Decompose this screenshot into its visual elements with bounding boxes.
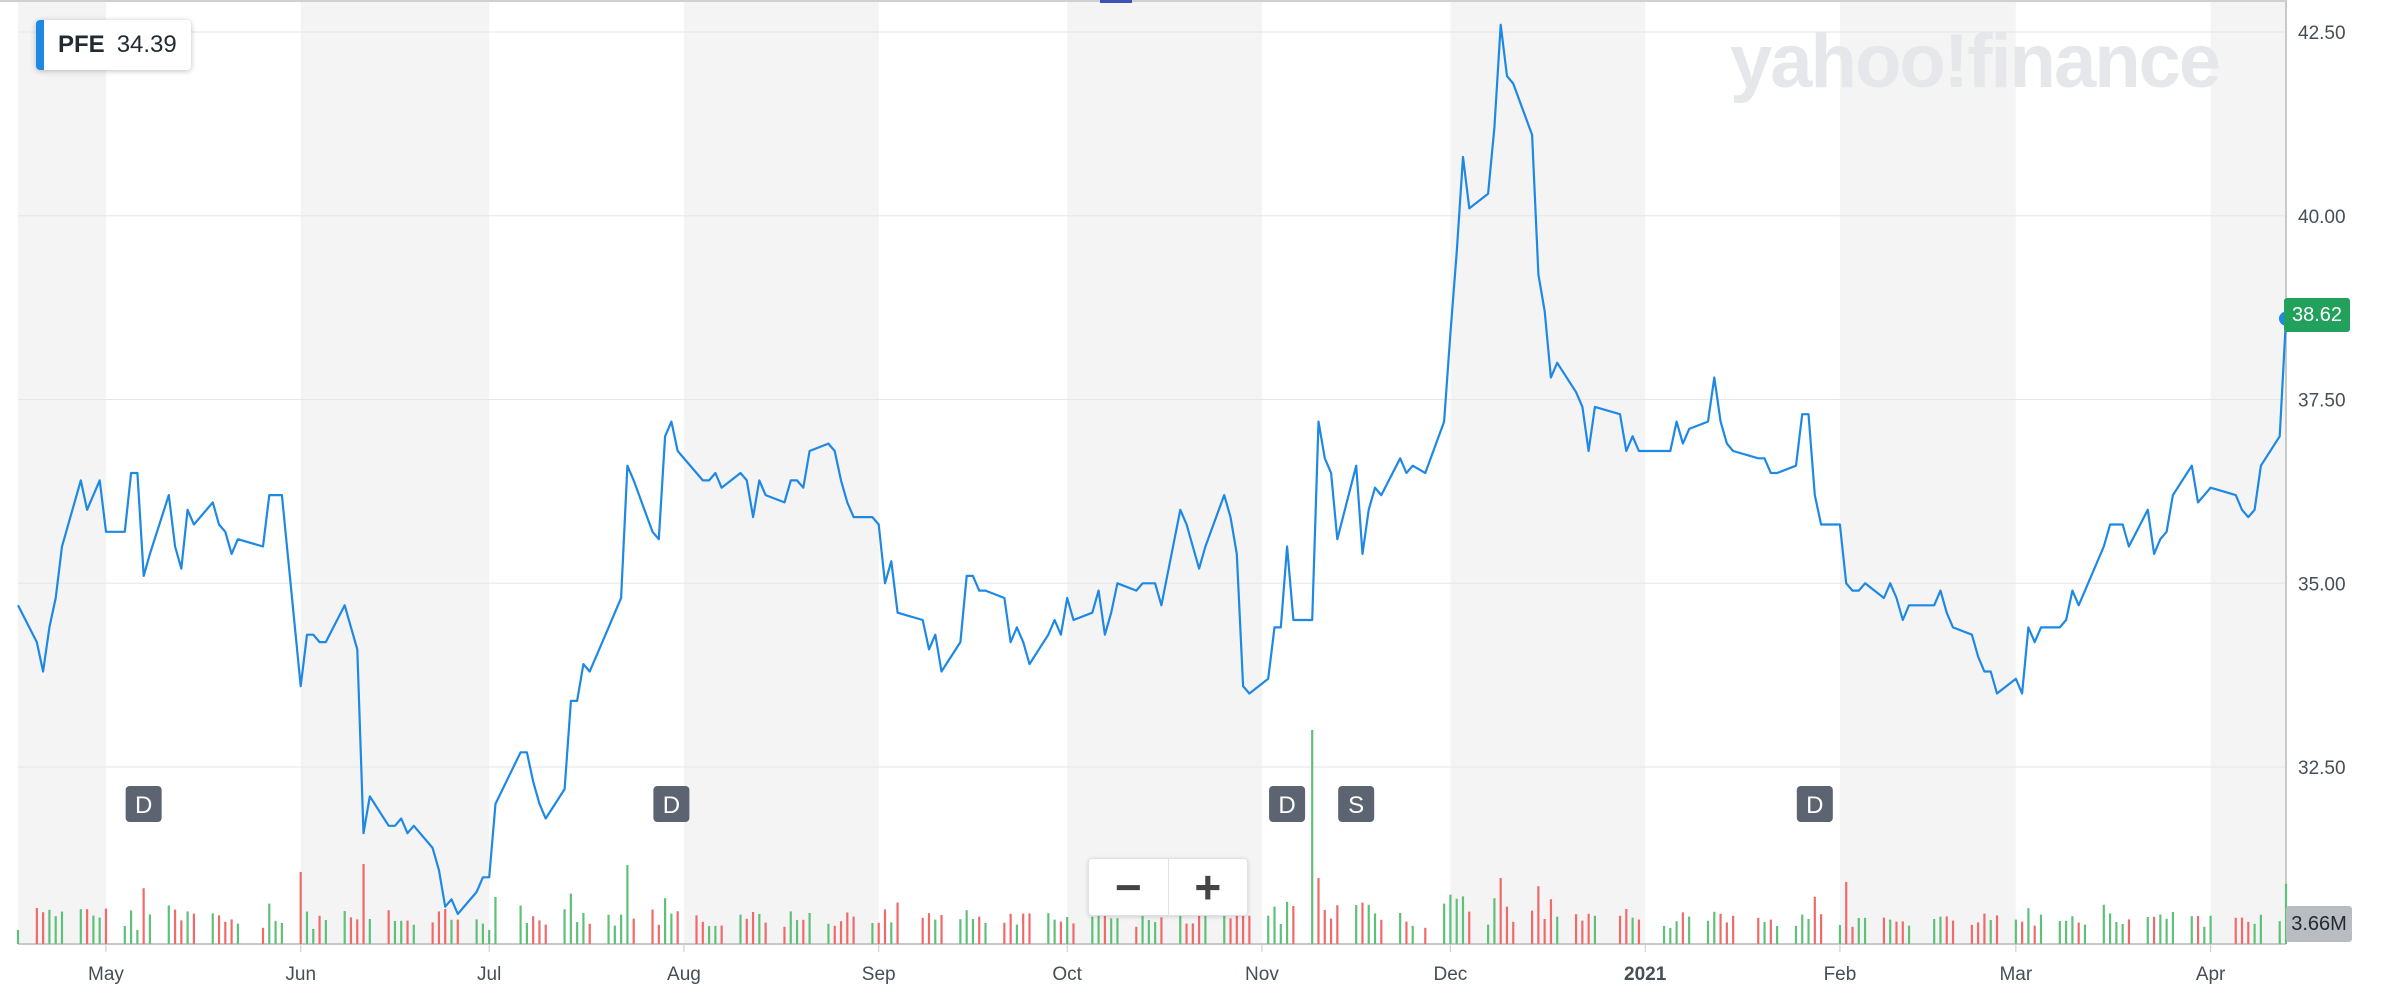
- range-marker: [1100, 0, 1132, 3]
- y-tick-label: 37.50: [2298, 391, 2346, 412]
- event-marker-label: D: [663, 792, 680, 819]
- x-tick-label: Aug: [667, 964, 701, 985]
- y-tick-label: 32.50: [2298, 758, 2346, 779]
- current-price-tag: 38.62: [2284, 298, 2350, 332]
- price-line: [17, 23, 2288, 916]
- event-marker-label: S: [1348, 792, 1364, 819]
- x-tick-label: Apr: [2196, 964, 2226, 985]
- y-tick-label: 42.50: [2298, 23, 2346, 44]
- x-tick-label: Dec: [1434, 964, 1468, 985]
- ticker-symbol: PFE: [58, 31, 105, 58]
- volume-tag: 3.66M: [2286, 906, 2352, 942]
- month-band: [18, 0, 106, 944]
- zoom-controls: − +: [1088, 858, 1248, 916]
- x-tick-label: Sep: [862, 964, 896, 985]
- ticker-label: PFE 34.39: [36, 20, 191, 70]
- zoom-out-button[interactable]: −: [1114, 861, 1142, 913]
- month-band: [300, 0, 490, 944]
- ticker-value: 34.39: [116, 31, 177, 58]
- yahoo-finance-logo: yahoo!finance: [1730, 19, 2221, 104]
- x-tick-label: Nov: [1245, 964, 1279, 985]
- y-tick-label: 40.00: [2298, 207, 2346, 228]
- month-band: [1839, 0, 2016, 944]
- x-tick-label: Oct: [1052, 964, 1082, 985]
- event-marker-box: [1338, 786, 1375, 822]
- x-tick-label: Jun: [285, 964, 316, 985]
- y-tick-label: 35.00: [2298, 574, 2346, 595]
- event-marker-label: D: [1278, 792, 1295, 819]
- x-tick-label: Feb: [1824, 964, 1857, 985]
- event-marker-box: [653, 786, 690, 822]
- event-marker-box: [125, 786, 162, 822]
- month-band: [2210, 0, 2286, 944]
- ticker-color-bar: [36, 20, 44, 70]
- x-tick-label: May: [88, 964, 124, 985]
- zoom-in-button[interactable]: +: [1194, 861, 1222, 913]
- event-marker-box: [1796, 786, 1833, 822]
- x-tick-label: 2021: [1624, 964, 1667, 985]
- event-marker-box: [1269, 786, 1306, 822]
- month-band: [683, 0, 879, 944]
- month-band: [1450, 0, 1646, 944]
- event-marker-label: D: [135, 792, 152, 819]
- zoom-divider: [1167, 859, 1169, 915]
- event-marker-label: D: [1806, 792, 1823, 819]
- x-tick-label: Mar: [1999, 964, 2032, 985]
- x-tick-label: Jul: [477, 964, 501, 985]
- month-band: [1067, 0, 1262, 944]
